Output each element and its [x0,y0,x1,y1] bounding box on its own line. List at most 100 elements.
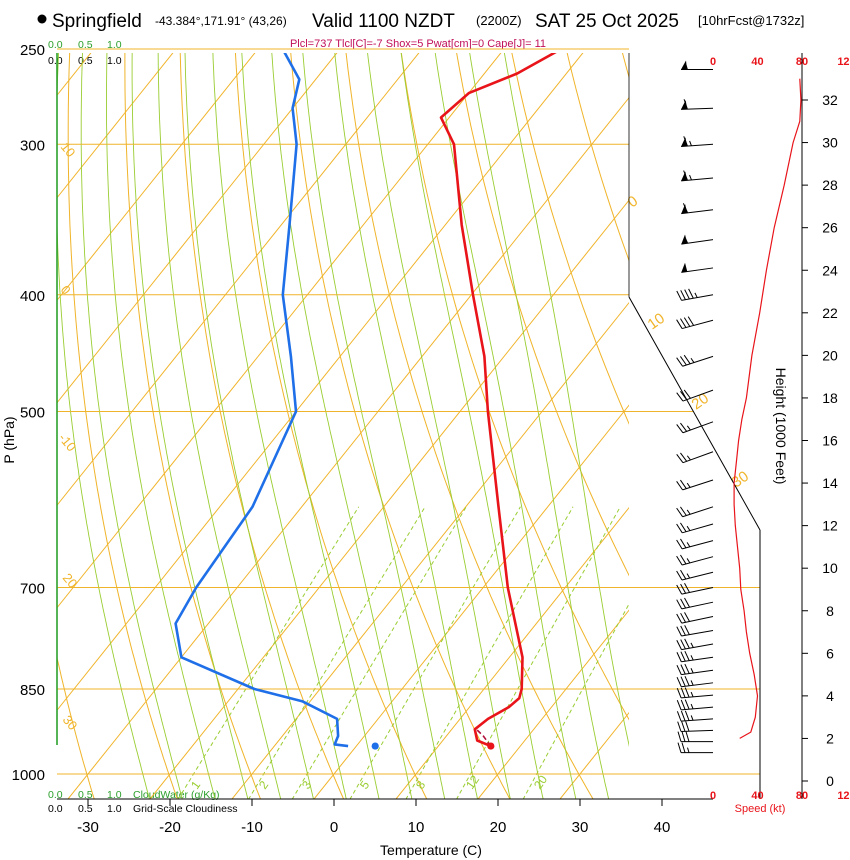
wind-barb [681,262,714,273]
height-tick-label: 0 [826,773,834,789]
wind-barb [676,569,714,581]
isotherm-line [57,53,420,507]
barb-half [689,174,692,181]
x-tick-label: 0 [330,819,338,836]
barb-full [684,687,690,698]
barb-full [676,652,682,662]
wind-barb [676,479,714,491]
barb-full [680,356,687,366]
dry-adiabat-label: 10 [645,310,668,333]
moist-adiabat-line [131,53,249,799]
barb-full [685,731,690,742]
barb-full [676,539,683,550]
moist-adiabats [57,53,629,799]
wind-barb [676,288,714,301]
wind-barb [677,721,714,733]
x-tick-label: -30 [77,819,99,836]
barb-full [676,392,684,402]
wind-barb [676,316,714,330]
barb-staff [681,177,714,182]
barb-staff [681,706,714,711]
barb-half [694,292,698,298]
valid-time: Valid 1100 NZDT [312,11,455,32]
isotherm-line [57,53,256,302]
barb-half [687,747,690,753]
barb-full [680,290,686,300]
barb-full [680,612,687,623]
cloudiness-tick: 0.5 [78,803,93,815]
wind-barb [681,60,713,70]
cloud-tick: 0.0 [48,39,63,51]
height-tick-label: 4 [826,688,834,704]
tropopause-guide [628,296,761,531]
barb-full [676,290,682,301]
barb-flag [681,262,688,273]
barb-full [683,354,691,365]
barb-flag [681,137,688,147]
isotherm-line [231,301,629,799]
x-tick-label: 20 [490,819,507,836]
wind-barb [676,699,714,711]
cloudiness-tick: 1.0 [107,803,122,815]
barb-half [686,573,691,579]
x-tick-label: -10 [241,819,263,836]
barb-half [686,542,691,548]
mixing-ratio-line [405,506,574,799]
dry-adiabat-line [179,53,345,799]
isotherm-line [57,53,92,97]
surface-temp-marker [487,742,495,750]
barb-full [680,651,686,662]
barb-full [676,640,682,650]
wind-barb [676,710,714,722]
mixing-ratio-label: 5 [357,778,372,792]
wind-barb [681,234,714,245]
moist-adiabat-line [157,53,282,799]
mixing-ratio-label: 8 [413,778,428,792]
barb-full [676,357,683,367]
mixing-ratio-line [456,506,621,799]
speed-tick-label: 80 [796,790,808,802]
height-tick-label: 10 [822,560,838,576]
mixing-ratio-line [177,506,360,799]
isotherm-line [57,53,338,404]
height-tick-label: 2 [826,730,834,746]
moist-adiabat-line [434,53,577,799]
height-tick-label: 24 [822,262,838,278]
wind-barb [681,170,714,182]
barb-staff [681,239,714,245]
moist-adiabat-line [271,53,413,799]
pressure-tick-label: 300 [20,137,45,154]
x-tick-label: 10 [408,819,425,836]
pressure-tick-label: 850 [20,682,45,699]
mixing-ratio-line [291,506,467,799]
barb-full [680,687,686,698]
barb-full [676,555,683,566]
moist-adiabat-line [212,53,347,799]
speed-tick-label: 40 [751,56,763,68]
isotherm-line [67,96,629,799]
height-tick-label: 14 [822,475,838,491]
barb-staff [682,451,714,464]
barb-full [684,710,690,721]
dry-adiabat-line [345,53,594,799]
barb-full [680,625,686,636]
dry-adiabat-line [57,655,95,799]
height-tick-label: 16 [822,433,838,449]
barb-half [690,357,695,363]
barb-half [690,655,694,661]
barb-full [683,317,691,327]
barb-full [680,554,687,565]
parcel-line [475,728,492,747]
barb-full [676,481,683,491]
mixing-ratio-label: 3 [299,778,314,792]
wind-barb [676,612,714,624]
pressure-axis: 1000 850 700 500 400 300 250 [12,42,45,784]
x-axis: -30 -20 -10 0 10 20 30 40 [77,799,670,836]
barb-staff [682,506,714,518]
barb-full [683,99,688,110]
barb-full [680,506,687,516]
barb-full [680,710,686,722]
temperature-line [439,53,557,748]
height-tick-label: 22 [822,305,838,321]
dry-adiabat-line [67,53,178,799]
